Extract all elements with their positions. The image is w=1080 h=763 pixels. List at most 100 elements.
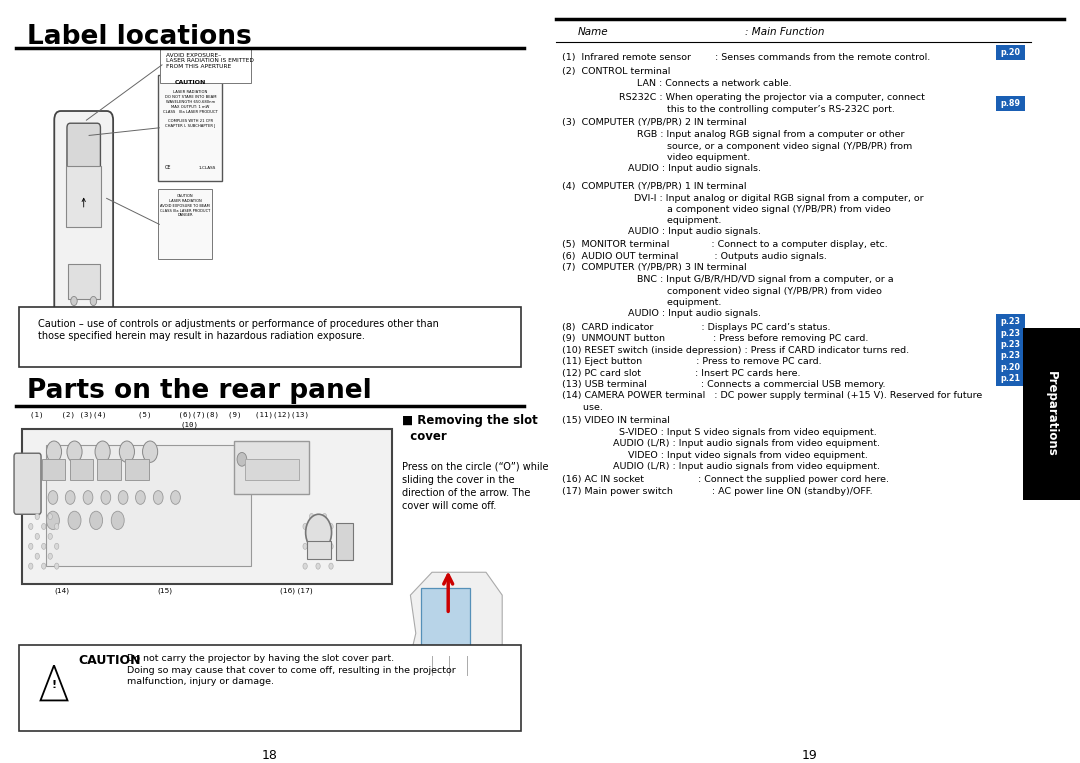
Circle shape (302, 523, 307, 530)
Text: (11) Eject button                  : Press to remove PC card.: (11) Eject button : Press to remove PC c… (562, 357, 821, 366)
Text: AUDIO : Input audio signals.: AUDIO : Input audio signals. (562, 164, 760, 173)
Polygon shape (421, 588, 470, 649)
Circle shape (55, 523, 58, 530)
Circle shape (66, 491, 76, 504)
Text: Preparations: Preparations (1045, 371, 1058, 456)
Text: DVI-I : Input analog or digital RGB signal from a computer, or: DVI-I : Input analog or digital RGB sign… (562, 194, 923, 203)
Text: AUDIO : Input audio signals.: AUDIO : Input audio signals. (562, 227, 760, 237)
Text: p.23: p.23 (1000, 329, 1021, 337)
Text: this to the controlling computer’s RS-232C port.: this to the controlling computer’s RS-23… (562, 105, 894, 114)
Text: (5)  MONITOR terminal              : Connect to a computer display, etc.: (5) MONITOR terminal : Connect to a comp… (562, 240, 888, 250)
FancyBboxPatch shape (307, 541, 330, 559)
Polygon shape (41, 665, 67, 700)
Circle shape (306, 514, 332, 551)
Circle shape (302, 563, 307, 569)
Text: ■ Removing the slot
  cover: ■ Removing the slot cover (402, 414, 538, 443)
FancyBboxPatch shape (54, 111, 113, 317)
Text: RS232C : When operating the projector via a computer, connect: RS232C : When operating the projector vi… (562, 93, 924, 102)
Text: 1-CLASS: 1-CLASS (199, 166, 216, 170)
Text: (1)  Infrared remote sensor        : Senses commands from the remote control.: (1) Infrared remote sensor : Senses comm… (562, 53, 930, 63)
Text: !: ! (52, 680, 56, 691)
FancyBboxPatch shape (996, 96, 1025, 111)
Text: (16) (17): (16) (17) (280, 588, 312, 594)
Text: (7)  COMPUTER (Y/PB/PR) 3 IN terminal: (7) COMPUTER (Y/PB/PR) 3 IN terminal (562, 263, 746, 272)
Circle shape (315, 543, 321, 549)
Circle shape (309, 513, 314, 520)
Circle shape (322, 513, 326, 520)
Circle shape (46, 441, 62, 462)
FancyBboxPatch shape (996, 360, 1025, 375)
FancyBboxPatch shape (996, 314, 1025, 329)
FancyBboxPatch shape (1024, 328, 1080, 500)
Text: component video signal (Y/PB/PR) from video: component video signal (Y/PB/PR) from vi… (562, 287, 881, 296)
Text: AUDIO (L/R) : Input audio signals from video equipment.: AUDIO (L/R) : Input audio signals from v… (562, 462, 879, 472)
Circle shape (102, 491, 111, 504)
Text: CE: CE (164, 165, 172, 170)
Circle shape (67, 441, 82, 462)
Text: p.20: p.20 (1000, 363, 1021, 372)
Text: p.20: p.20 (1000, 48, 1021, 56)
Circle shape (328, 543, 333, 549)
Text: BNC : Input G/B/R/HD/VD signal from a computer, or a: BNC : Input G/B/R/HD/VD signal from a co… (562, 275, 893, 285)
Text: (15): (15) (157, 588, 173, 594)
Text: AUDIO (L/R) : Input audio signals from video equipment.: AUDIO (L/R) : Input audio signals from v… (562, 439, 879, 449)
FancyBboxPatch shape (125, 459, 149, 480)
FancyBboxPatch shape (67, 124, 100, 171)
Text: use.: use. (562, 403, 603, 412)
Circle shape (41, 543, 46, 549)
Circle shape (309, 533, 314, 539)
Text: p.23: p.23 (1000, 340, 1021, 349)
Circle shape (83, 491, 93, 504)
Circle shape (36, 533, 40, 539)
Text: (17) Main power switch             : AC power line ON (standby)/OFF.: (17) Main power switch : AC power line O… (562, 487, 873, 496)
Text: (3)  COMPUTER (Y/PB/PR) 2 IN terminal: (3) COMPUTER (Y/PB/PR) 2 IN terminal (562, 118, 746, 127)
FancyBboxPatch shape (996, 337, 1025, 352)
Text: (10) RESET switch (inside depression) : Press if CARD indicator turns red.: (10) RESET switch (inside depression) : … (562, 346, 908, 355)
Text: equipment.: equipment. (562, 298, 721, 307)
FancyBboxPatch shape (158, 75, 222, 181)
FancyBboxPatch shape (67, 166, 102, 227)
FancyBboxPatch shape (14, 453, 41, 514)
Text: Label locations: Label locations (27, 24, 252, 50)
Text: (15) VIDEO IN terminal: (15) VIDEO IN terminal (562, 416, 670, 425)
Text: RGB : Input analog RGB signal from a computer or other: RGB : Input analog RGB signal from a com… (562, 130, 904, 140)
Circle shape (90, 511, 103, 530)
Circle shape (328, 523, 333, 530)
Circle shape (49, 513, 52, 520)
Text: CAUTION: CAUTION (78, 654, 140, 667)
Text: LASER RADIATION
DO NOT STARE INTO BEAM
WAVELENGTH 650-680nm
MAX OUTPUT: 1 mW
CLA: LASER RADIATION DO NOT STARE INTO BEAM W… (163, 90, 218, 128)
Circle shape (55, 543, 58, 549)
FancyBboxPatch shape (97, 459, 121, 480)
Text: Caution – use of controls or adjustments or performance of procedures other than: Caution – use of controls or adjustments… (38, 319, 438, 340)
Circle shape (237, 452, 247, 466)
FancyBboxPatch shape (67, 265, 100, 300)
Circle shape (49, 553, 52, 559)
Text: (9)  UNMOUNT button                : Press before removing PC card.: (9) UNMOUNT button : Press before removi… (562, 334, 868, 343)
Text: 19: 19 (802, 749, 818, 762)
Circle shape (309, 553, 314, 559)
Text: (14) CAMERA POWER terminal   : DC power supply terminal (+15 V). Reserved for fu: (14) CAMERA POWER terminal : DC power su… (562, 391, 982, 401)
Circle shape (46, 511, 59, 530)
FancyBboxPatch shape (22, 429, 391, 584)
FancyBboxPatch shape (46, 445, 251, 566)
Circle shape (119, 491, 129, 504)
Text: Do not carry the projector by having the slot cover part.
Doing so may cause tha: Do not carry the projector by having the… (127, 654, 456, 687)
Circle shape (95, 441, 110, 462)
Text: (2)  CONTROL terminal: (2) CONTROL terminal (562, 67, 670, 76)
Circle shape (68, 511, 81, 530)
Circle shape (315, 523, 321, 530)
Circle shape (328, 563, 333, 569)
Text: (6)  AUDIO OUT terminal            : Outputs audio signals.: (6) AUDIO OUT terminal : Outputs audio s… (562, 252, 826, 261)
Circle shape (49, 533, 52, 539)
Text: CAUTION
LASER RADIATION
AVOID EXPOSURE TO BEAM
CLASS IIIa LASER PRODUCT
DANGER: CAUTION LASER RADIATION AVOID EXPOSURE T… (160, 194, 211, 217)
Text: p.89: p.89 (1000, 99, 1021, 108)
Circle shape (322, 533, 326, 539)
Text: LAN : Connects a network cable.: LAN : Connects a network cable. (562, 79, 792, 89)
FancyBboxPatch shape (996, 45, 1025, 60)
Circle shape (90, 297, 96, 305)
Text: p.23: p.23 (1000, 317, 1021, 326)
Circle shape (322, 553, 326, 559)
Text: video equipment.: video equipment. (562, 153, 750, 162)
Circle shape (153, 491, 163, 504)
FancyBboxPatch shape (245, 459, 299, 480)
